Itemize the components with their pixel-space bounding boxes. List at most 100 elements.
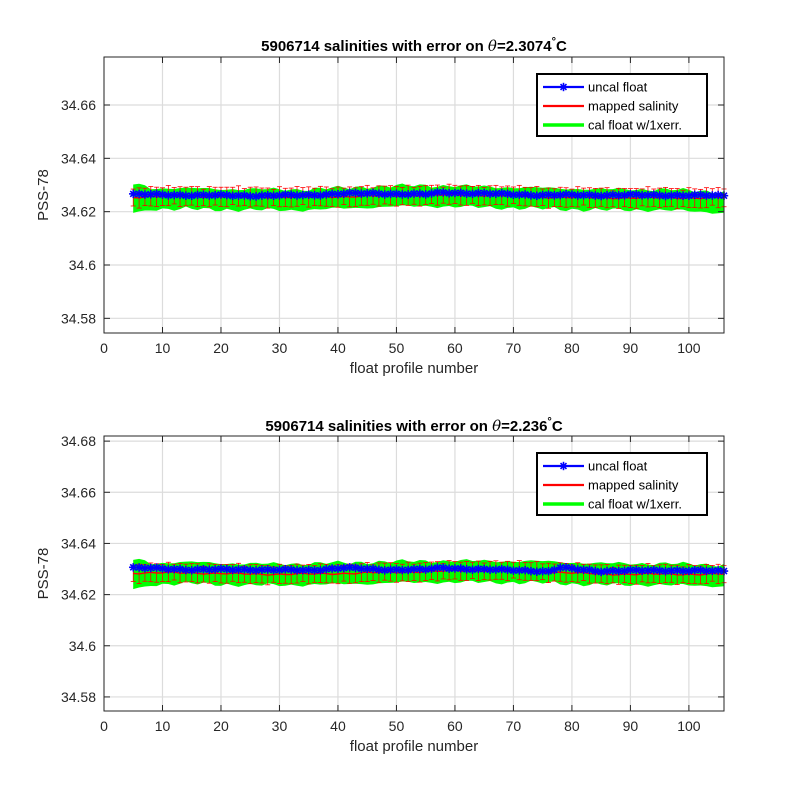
uncal-float-marker: [585, 565, 594, 575]
uncal-float-marker: [456, 188, 465, 198]
title-degree: °: [547, 416, 551, 428]
x-tick-label: 30: [272, 718, 288, 734]
x-tick-label: 50: [389, 718, 405, 734]
uncal-float-marker: [269, 565, 278, 575]
cal-float-band: [133, 183, 724, 214]
x-tick-label: 60: [447, 718, 463, 734]
uncal-float-marker: [684, 191, 694, 200]
uncal-float-marker: [632, 190, 641, 199]
y-tick-label: 34.62: [61, 587, 96, 603]
uncal-float-marker: [479, 188, 489, 198]
uncal-float-marker: [246, 192, 255, 201]
uncal-float-marker: [696, 190, 705, 199]
uncal-float-marker: [403, 565, 413, 575]
x-tick-label: 100: [677, 340, 701, 356]
uncal-float-marker: [544, 190, 553, 199]
x-tick-label: 20: [213, 340, 229, 356]
uncal-float-marker: [509, 566, 518, 575]
uncal-float-marker: [439, 563, 448, 572]
x-tick-label: 40: [330, 718, 346, 734]
uncal-float-marker: [439, 188, 448, 197]
title-unit: C: [552, 418, 563, 435]
y-axis-label: PSS-78: [35, 169, 52, 221]
uncal-float-marker: [181, 565, 191, 575]
uncal-float-marker: [275, 191, 284, 200]
uncal-float-marker: [339, 189, 349, 198]
uncal-float-marker: [351, 563, 360, 572]
uncal-float-marker: [497, 564, 506, 574]
uncal-float-marker: [345, 563, 354, 572]
y-tick-label: 34.58: [61, 689, 96, 705]
uncal-float-marker: [152, 189, 161, 199]
y-tick-label: 34.58: [61, 310, 96, 326]
title-degree: °: [552, 36, 556, 48]
uncal-float-marker: [503, 565, 512, 574]
axes-box: [103, 56, 725, 334]
uncal-float-marker: [228, 191, 237, 201]
uncal-float-marker: [520, 565, 530, 575]
uncal-float-marker: [632, 565, 641, 575]
legend-cal-float-label: cal float w/1xerr.: [588, 118, 682, 133]
uncal-float-marker: [696, 565, 705, 575]
uncal-float-marker: [690, 565, 699, 575]
uncal-float-marker: [596, 567, 606, 577]
title-value: =2.236: [501, 418, 547, 435]
x-tick-label: 40: [330, 340, 346, 356]
title-value: =2.3074: [497, 38, 552, 55]
uncal-float-marker: [175, 190, 185, 200]
x-tick-label: 70: [506, 718, 522, 734]
uncal-float-marker: [363, 189, 372, 198]
x-tick-label: 90: [623, 340, 639, 356]
uncal-float-marker: [468, 189, 477, 199]
x-tick-label: 30: [272, 340, 288, 356]
uncal-float-marker: [368, 564, 378, 573]
y-tick-label: 34.66: [61, 484, 96, 500]
x-axis-label: float profile number: [350, 738, 478, 755]
uncal-float-marker: [210, 565, 220, 574]
uncal-float-marker: [567, 190, 577, 199]
uncal-float-marker: [497, 188, 506, 198]
chart-panel-1: 0 10 20 30 40 50 60 70 80 90 100 34.58 34.6 34.62 34.6…: [35, 36, 729, 377]
uncal-float-marker: [620, 566, 629, 576]
title-unit: C: [556, 38, 567, 55]
uncal-float-marker: [678, 566, 688, 576]
x-tick-label: 80: [564, 340, 580, 356]
uncal-float-marker: [316, 566, 325, 575]
uncal-float-marker: [152, 563, 161, 572]
uncal-float-marker: [544, 566, 553, 576]
x-axis-label: float profile number: [350, 360, 478, 377]
legend-cal-float-label: cal float w/1xerr.: [588, 497, 682, 512]
uncal-float-marker: [286, 565, 296, 574]
y-axis-label: PSS-78: [35, 548, 52, 600]
y-tick-label: 34.62: [61, 204, 96, 220]
uncal-float-marker: [222, 190, 232, 200]
uncal-float-marker: [175, 564, 185, 574]
uncal-float-marker: [292, 566, 302, 575]
uncal-float-marker: [421, 565, 430, 574]
uncal-float-marker: [556, 190, 565, 200]
legend-uncal-float-label: uncal float: [588, 459, 648, 474]
uncal-float-marker: [187, 191, 196, 201]
uncal-float-marker: [456, 564, 465, 573]
legend-asterisk-marker: [559, 461, 568, 471]
uncal-float-marker: [386, 565, 395, 574]
uncal-float-marker: [327, 189, 337, 199]
uncal-float-marker: [351, 188, 360, 198]
uncal-float-marker: [158, 564, 167, 573]
uncal-float-marker: [257, 565, 267, 574]
uncal-float-marker: [392, 189, 401, 198]
uncal-float-marker: [661, 191, 670, 201]
uncal-float-marker: [433, 188, 442, 197]
x-tick-label: 80: [564, 718, 580, 734]
uncal-float-marker: [269, 191, 278, 200]
uncal-float-marker: [421, 190, 430, 199]
legend-uncal-float-label: uncal float: [588, 80, 648, 95]
title-theta: θ: [492, 417, 501, 435]
uncal-float-marker: [485, 189, 495, 198]
uncal-float-marker: [146, 563, 155, 573]
x-tick-label: 0: [100, 718, 108, 734]
chart-panel-2: 0 10 20 30 40 50 60 70 80 90 100 34.58 34.6 34.62 34.6…: [35, 416, 729, 755]
uncal-float-marker: [339, 563, 349, 573]
uncal-float-marker: [433, 563, 442, 572]
uncal-float-marker: [158, 190, 167, 199]
